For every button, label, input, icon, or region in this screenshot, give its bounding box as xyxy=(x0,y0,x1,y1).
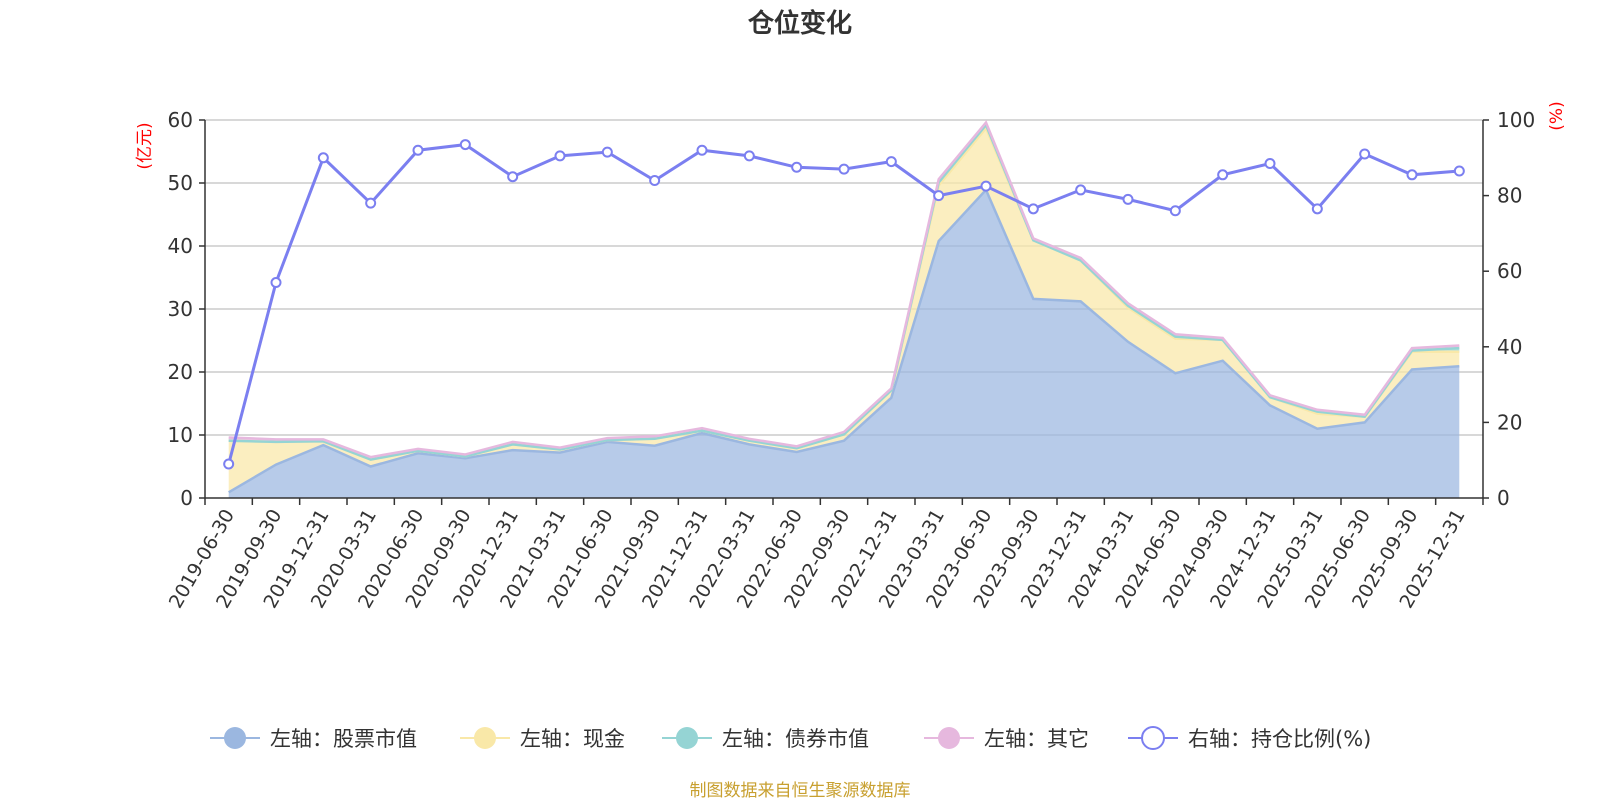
right-tick-label: 60 xyxy=(1497,259,1522,283)
left-axis-unit: (亿元) xyxy=(135,122,155,169)
ratio-point xyxy=(365,197,377,209)
chart-title: 仓位变化 xyxy=(747,8,852,39)
ratio-point xyxy=(791,161,803,173)
ratio-point xyxy=(317,152,329,164)
ratio-point xyxy=(649,174,661,186)
area-edge-line xyxy=(228,120,1460,459)
legend-marker xyxy=(474,727,496,749)
ratio-point xyxy=(459,139,471,151)
ratio-point xyxy=(885,156,897,168)
ratio-point xyxy=(554,150,566,162)
ratio-point xyxy=(696,144,708,156)
ratio-point xyxy=(933,190,945,202)
legend: 左轴：股票市值 左轴：现金 左轴：债券市值 左轴：其它 右轴：持仓比例(%) xyxy=(210,726,1371,751)
ratio-point xyxy=(743,150,755,162)
area-edge-line xyxy=(228,187,1460,494)
left-tick-label: 60 xyxy=(168,108,193,132)
legend-label: 左轴：其它 xyxy=(984,727,1089,751)
ratio-point xyxy=(1217,169,1229,181)
ratio-point xyxy=(1453,165,1465,177)
legend-marker xyxy=(676,727,698,749)
right-axis-unit: (%) xyxy=(1547,101,1567,130)
left-tick-label: 10 xyxy=(168,423,193,447)
legend-marker xyxy=(1141,726,1165,750)
left-tick-label: 0 xyxy=(180,486,193,510)
ratio-point xyxy=(601,146,613,158)
ratio-point xyxy=(1027,203,1039,215)
ratio-point xyxy=(412,144,424,156)
left-tick-label: 50 xyxy=(168,171,193,195)
left-tick-label: 20 xyxy=(168,360,193,384)
ratio-point xyxy=(1311,203,1323,215)
ratio-point xyxy=(507,171,519,183)
right-tick-label: 100 xyxy=(1497,108,1535,132)
ratio-point xyxy=(838,163,850,175)
ratio-point xyxy=(223,458,235,470)
legend-marker xyxy=(938,727,960,749)
ratio-point xyxy=(980,180,992,192)
legend-label: 左轴：现金 xyxy=(520,727,625,751)
right-tick-label: 0 xyxy=(1497,486,1510,510)
ratio-point xyxy=(1264,157,1276,169)
right-tick-label: 20 xyxy=(1497,410,1522,434)
area-band xyxy=(228,189,1460,498)
ratio-point xyxy=(1169,205,1181,217)
right-tick-label: 80 xyxy=(1497,184,1522,208)
source-note: 制图数据来自恒生聚源数据库 xyxy=(690,781,911,800)
legend-label: 右轴：持仓比例(%) xyxy=(1188,727,1371,751)
ratio-point xyxy=(1406,169,1418,181)
legend-label: 左轴：债券市值 xyxy=(722,727,869,751)
left-tick-label: 30 xyxy=(168,297,193,321)
ratio-point xyxy=(1359,148,1371,160)
area-band xyxy=(228,128,1460,493)
ratio-point xyxy=(1075,184,1087,196)
legend-label: 左轴：股票市值 xyxy=(270,727,417,751)
left-tick-label: 40 xyxy=(168,234,193,258)
ratio-point xyxy=(1122,193,1134,205)
right-tick-label: 40 xyxy=(1497,335,1522,359)
legend-marker xyxy=(224,727,246,749)
ratio-point xyxy=(270,277,282,289)
area-series xyxy=(228,120,1460,498)
ratio-line-series xyxy=(223,139,1465,470)
